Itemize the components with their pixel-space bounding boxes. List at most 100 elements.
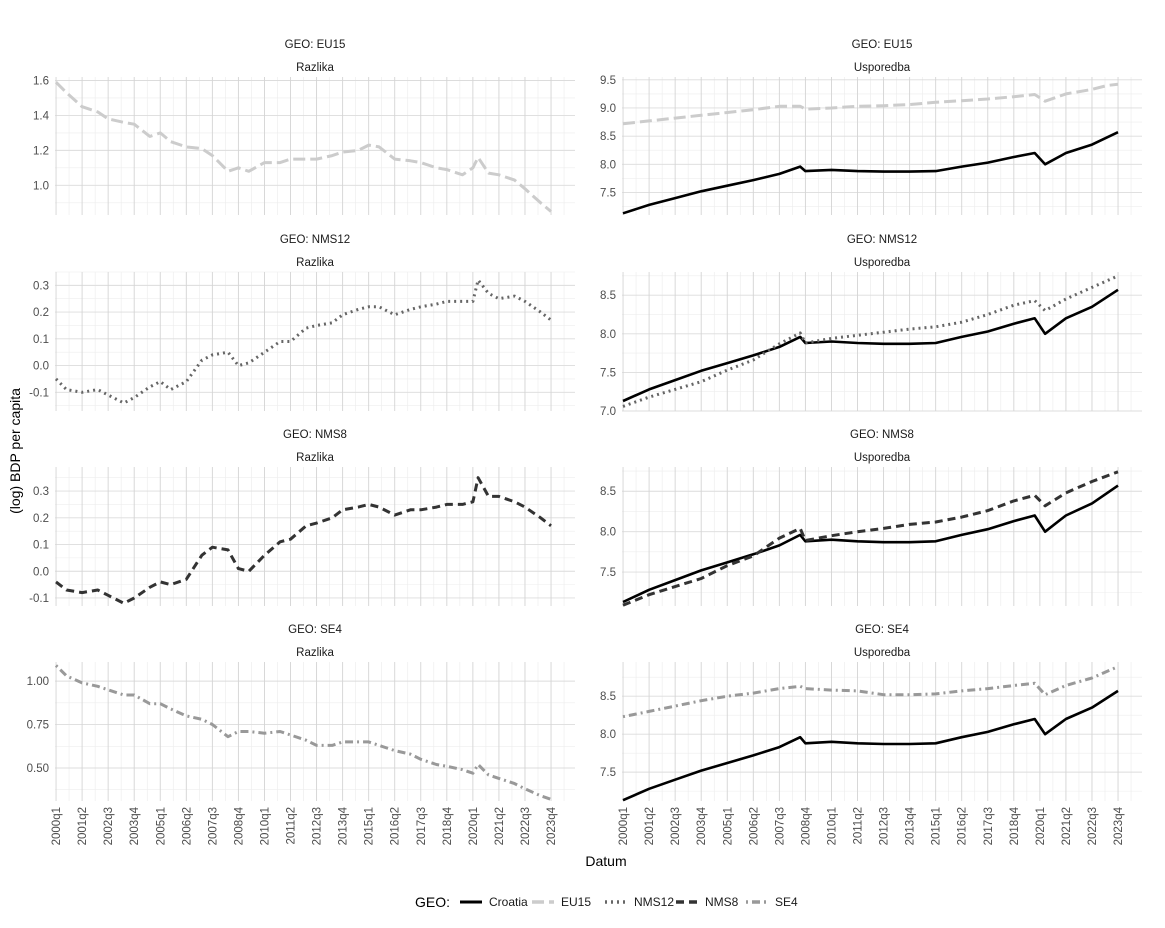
- y-tick-label: 1.4: [33, 110, 50, 122]
- x-tick-label: 2023q4: [1113, 806, 1125, 845]
- y-tick-label: 8.0: [600, 527, 616, 539]
- y-tick-label: 7.5: [600, 567, 616, 579]
- y-tick-label: 1.2: [33, 145, 49, 157]
- x-tick-label: 2003q4: [696, 806, 708, 845]
- x-tick-label: 2013q4: [905, 806, 917, 845]
- panel-grid: [622, 662, 1142, 801]
- panel-geo-label: GEO: NMS8: [283, 429, 347, 441]
- x-tick-label: 2006q2: [748, 807, 760, 845]
- legend-label-croatia: Croatia: [489, 895, 528, 909]
- panel-6: GEO: NMS8 Usporedba 7.5 8.0 8.5: [600, 429, 1142, 607]
- x-tick-label: 2007q3: [207, 807, 219, 845]
- series-line-croatia: [622, 131, 1119, 215]
- y-tick-label: 0.75: [27, 720, 49, 732]
- panel-3: GEO: NMS12 Razlika -0.1 0.0 0.1 0.2 0.3: [29, 234, 575, 411]
- y-tick-label: -0.1: [29, 593, 49, 605]
- panel-grid: [55, 271, 575, 411]
- panel-4: GEO: NMS12 Usporedba 7.0 7.5 8.0 8.5: [600, 234, 1142, 418]
- x-tick-label: 2010q1: [826, 807, 838, 845]
- legend-label-se4: SE4: [775, 895, 798, 909]
- panel-geo-label: GEO: NMS8: [850, 429, 914, 441]
- y-tick-label: 0.1: [33, 540, 49, 552]
- panel-8: GEO: SE4 Usporedba 7.5 8.0 8.5 2000q1 2001q2 20…: [600, 624, 1142, 845]
- series-line-croatia: [622, 288, 1119, 403]
- x-tick-label: 2000q1: [618, 807, 630, 845]
- panel-geo-label: GEO: SE4: [288, 624, 342, 636]
- x-tick-label: 2016q2: [957, 807, 969, 845]
- panel-type-label: Razlika: [296, 647, 334, 659]
- series-line-nms12: [54, 278, 552, 405]
- y-tick-label: 0.3: [33, 280, 49, 292]
- y-tick-label: 8.5: [600, 486, 616, 498]
- panels: GEO: EU15 Razlika 1.0 1.2 1.4 1.6 GEO: EU15 Usp…: [27, 39, 1142, 845]
- series-line-eu15: [54, 81, 552, 213]
- series-line-nms8: [622, 470, 1119, 607]
- x-tick-label: 2017q3: [983, 807, 995, 845]
- y-tick-label: 1.0: [33, 180, 49, 192]
- panel-geo-label: GEO: EU15: [285, 39, 346, 51]
- panel-1: GEO: EU15 Razlika 1.0 1.2 1.4 1.6: [33, 39, 575, 215]
- panel-geo-label: GEO: NMS12: [847, 234, 917, 246]
- panel-type-label: Usporedba: [854, 647, 911, 659]
- panel-type-label: Razlika: [296, 452, 334, 464]
- panel-type-label: Usporedba: [854, 257, 911, 269]
- y-tick-label: 8.5: [600, 691, 616, 703]
- y-tick-label: 8.0: [600, 729, 616, 741]
- legend-title: GEO:: [415, 894, 450, 910]
- series-line-eu15: [622, 82, 1119, 126]
- panel-grid: [55, 662, 575, 801]
- panel-type-label: Razlika: [296, 257, 334, 269]
- y-tick-label: 1.6: [33, 75, 49, 87]
- legend-label-nms8: NMS8: [705, 895, 739, 909]
- y-tick-label: 9.0: [600, 103, 616, 115]
- y-tick-label: 8.5: [600, 290, 616, 302]
- panel-geo-label: GEO: EU15: [852, 39, 913, 51]
- panel-geo-label: GEO: NMS12: [280, 234, 350, 246]
- legend: GEO: Croatia EU15 NMS12 NMS8 SE4: [415, 894, 798, 910]
- y-tick-label: -0.1: [29, 387, 49, 399]
- x-tick-label: 2022q3: [1087, 807, 1099, 845]
- x-tick-label: 2002q3: [103, 807, 115, 845]
- panel-geo-label: GEO: SE4: [855, 624, 909, 636]
- y-tick-label: 8.5: [600, 131, 616, 143]
- x-tick-label: 2020q1: [468, 807, 480, 845]
- x-tick-label: 2001q2: [77, 807, 89, 845]
- x-axis-title: Datum: [585, 853, 626, 869]
- x-tick-label: 2011q2: [853, 807, 865, 845]
- legend-label-nms12: NMS12: [634, 895, 674, 909]
- panel-grid: [622, 467, 1142, 606]
- x-tick-label: 2011q2: [286, 807, 298, 845]
- y-tick-label: 7.0: [600, 406, 616, 418]
- y-tick-label: 0.50: [27, 763, 49, 775]
- y-tick-label: 9.5: [600, 75, 616, 87]
- panel-5: GEO: NMS8 Razlika -0.1 0.0 0.1 0.2 0.3: [29, 429, 575, 606]
- panel-grid: [55, 77, 575, 215]
- x-tick-label: 2005q1: [155, 807, 167, 845]
- x-tick-label: 2000q1: [51, 807, 63, 845]
- y-tick-label: 7.5: [600, 767, 616, 779]
- y-tick-label: 0.0: [33, 566, 49, 578]
- y-axis-title: (log) BDP per capita: [7, 388, 23, 514]
- x-tick-label: 2008q4: [800, 806, 812, 845]
- x-tick-label: 2005q1: [722, 807, 734, 845]
- series-line-nms8: [55, 476, 552, 605]
- y-tick-label: 0.1: [33, 334, 49, 346]
- series-line-nms12: [622, 274, 1119, 408]
- x-tick-label: 2021q2: [1061, 807, 1073, 845]
- panel-grid: [622, 77, 1142, 215]
- x-tick-label: 2007q3: [774, 807, 786, 845]
- x-tick-label: 2003q4: [129, 806, 141, 845]
- series-line-croatia: [622, 484, 1119, 604]
- x-tick-label: 2017q3: [416, 807, 428, 845]
- y-tick-label: 1.00: [27, 676, 49, 688]
- x-tick-label: 2023q4: [546, 806, 558, 845]
- legend-label-eu15: EU15: [561, 895, 591, 909]
- y-tick-label: 7.5: [600, 187, 616, 199]
- x-tick-label: 2016q2: [390, 807, 402, 845]
- x-tick-label: 2018q4: [442, 806, 454, 845]
- y-tick-label: 8.0: [600, 329, 616, 341]
- y-tick-label: 0.2: [33, 307, 49, 319]
- panel-type-label: Usporedba: [854, 452, 911, 464]
- y-tick-label: 8.0: [600, 159, 616, 171]
